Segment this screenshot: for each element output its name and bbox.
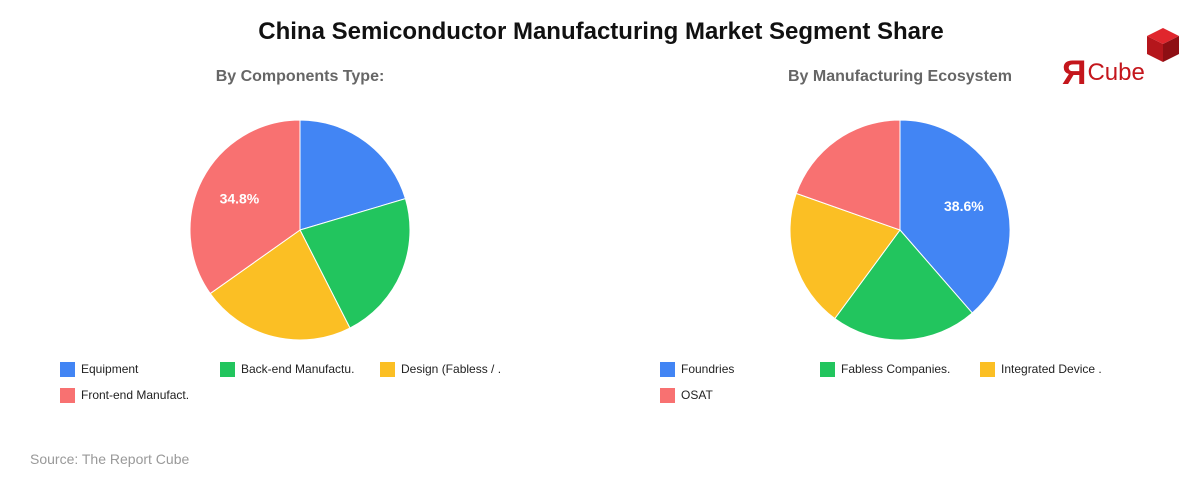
logo-wordmark: ЯCube <box>1062 54 1145 92</box>
pie-panel-components: By Components Type: 34.8% Equipment Back-… <box>0 0 600 420</box>
legend-swatch <box>380 361 395 377</box>
legend-swatch <box>60 387 75 403</box>
legend-swatch <box>820 361 835 377</box>
pie-chart-ecosystem: 38.6% <box>789 119 1011 341</box>
pie-slice-osat[interactable] <box>795 119 901 231</box>
legend-label: Integrated Device . <box>1001 362 1102 376</box>
pie-panel-ecosystem: By Manufacturing Ecosystem 38.6% Foundri… <box>600 0 1200 420</box>
pie-data-label: 34.8% <box>220 191 260 207</box>
legend-item[interactable]: Design (Fabless / . <box>380 360 501 378</box>
legend-item[interactable]: Back-end Manufactu. <box>220 360 354 378</box>
legend-item[interactable]: Fabless Companies. <box>820 360 950 378</box>
legend-swatch <box>660 361 675 377</box>
report-cube-logo: ЯCube <box>1062 26 1182 92</box>
legend-swatch <box>980 361 995 377</box>
legend-label: OSAT <box>681 388 713 402</box>
legend-item[interactable]: Front-end Manufact. <box>60 386 189 404</box>
legend-item[interactable]: Foundries <box>660 360 734 378</box>
legend-label: Design (Fabless / . <box>401 362 502 376</box>
legend-swatch <box>220 361 235 377</box>
pie-slice-design-fabless[interactable] <box>209 229 351 341</box>
legend-item[interactable]: Integrated Device . <box>980 360 1102 378</box>
legend-label: Front-end Manufact. <box>81 388 190 402</box>
pie-slice-equipment[interactable] <box>299 119 407 231</box>
pie-subtitle: By Manufacturing Ecosystem <box>787 68 1013 85</box>
pie-slice-foundries[interactable] <box>899 119 1011 314</box>
pie-slice-front-end-manufact[interactable] <box>189 119 301 295</box>
legend-swatch <box>660 387 675 403</box>
source-note: Source: The Report Cube <box>30 451 190 467</box>
pie-data-label: 38.6% <box>944 198 984 214</box>
legend-item[interactable]: OSAT <box>660 386 713 404</box>
pie-slice-back-end-manufactu[interactable] <box>299 198 411 329</box>
pie-chart-components: 34.8% <box>189 119 411 341</box>
legend-label: Fabless Companies. <box>841 362 951 376</box>
pie-subtitle: By Components Type: <box>215 68 385 85</box>
chart-title: China Semiconductor Manufacturing Market… <box>258 18 944 45</box>
pie-slice-integrated-device[interactable] <box>789 192 901 320</box>
legend-label: Foundries <box>681 362 735 376</box>
legend-item[interactable]: Equipment <box>60 360 138 378</box>
legend-swatch <box>60 361 75 377</box>
cube-icon <box>1147 28 1179 62</box>
pie-slice-fabless-companies[interactable] <box>834 229 973 341</box>
legend-label: Back-end Manufactu. <box>241 362 355 376</box>
legend-label: Equipment <box>81 362 139 376</box>
